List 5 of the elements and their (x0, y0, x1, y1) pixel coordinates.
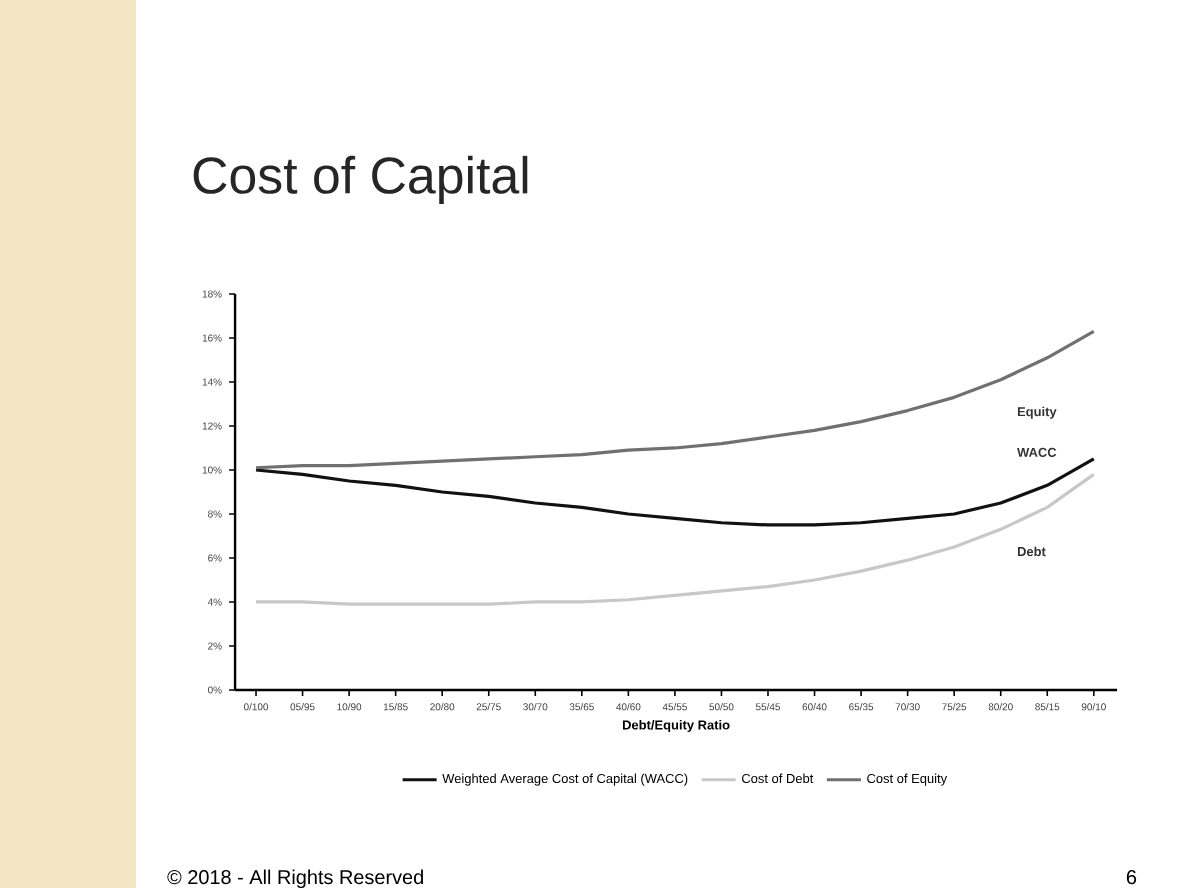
text: 6 (1126, 870, 1137, 885)
text: © 2018 - All Rights Reserved (167, 869, 423, 888)
chart-title: Cost of Capital (193, 155, 528, 205)
line-series (254, 329, 1096, 470)
line-series (254, 457, 1096, 527)
